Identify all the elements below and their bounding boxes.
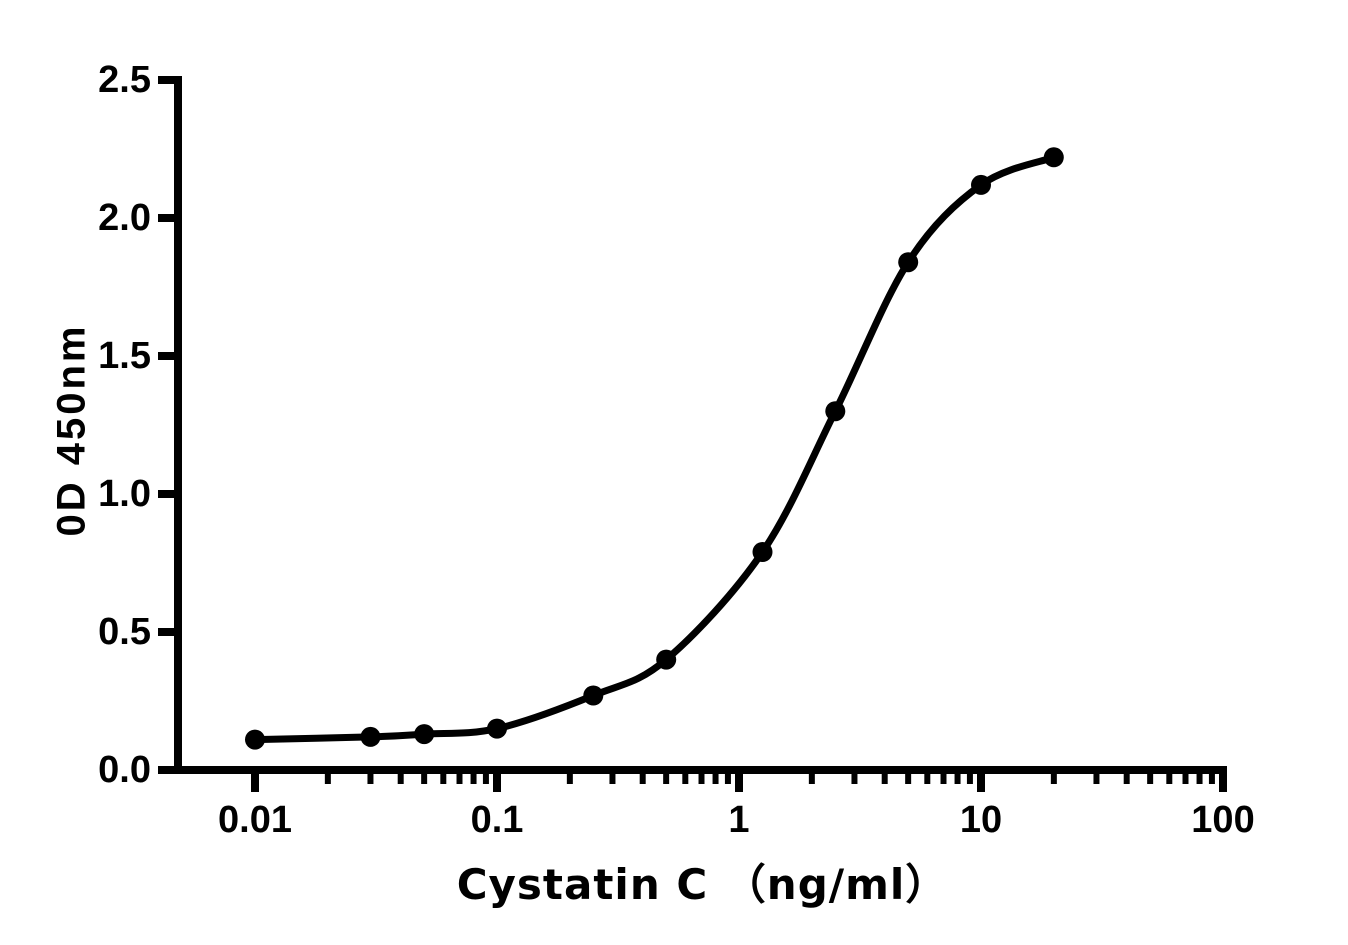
data-point-marker bbox=[971, 174, 991, 195]
y-tick-label: 0.5 bbox=[98, 611, 151, 653]
y-tick-label: 2.0 bbox=[98, 197, 151, 239]
y-tick-label: 1.5 bbox=[98, 335, 151, 377]
data-point-marker bbox=[898, 252, 919, 273]
data-point-marker bbox=[1043, 147, 1064, 168]
data-point-marker bbox=[583, 685, 604, 706]
x-tick-label: 0.1 bbox=[471, 799, 524, 841]
y-tick-label: 0.0 bbox=[98, 749, 151, 791]
x-tick-label: 1 bbox=[728, 799, 749, 841]
data-point-marker bbox=[487, 718, 507, 739]
data-point-marker bbox=[414, 724, 435, 745]
fit-curve bbox=[251, 153, 1058, 744]
data-point-marker bbox=[360, 726, 381, 747]
y-tick-label: 1.0 bbox=[98, 473, 151, 515]
x-axis-title: Cystatin C （ng/ml） bbox=[456, 860, 949, 909]
data-point-marker bbox=[656, 649, 677, 670]
data-point-marker bbox=[245, 729, 265, 750]
x-tick-label: 0.01 bbox=[218, 799, 292, 841]
y-tick-label: 2.5 bbox=[98, 59, 151, 101]
data-point-marker bbox=[752, 542, 773, 562]
y-axis-title: 0D 450nm bbox=[49, 323, 94, 537]
data-point-marker bbox=[825, 401, 846, 422]
x-tick-label: 10 bbox=[960, 799, 1002, 841]
x-tick-label: 100 bbox=[1191, 799, 1254, 841]
